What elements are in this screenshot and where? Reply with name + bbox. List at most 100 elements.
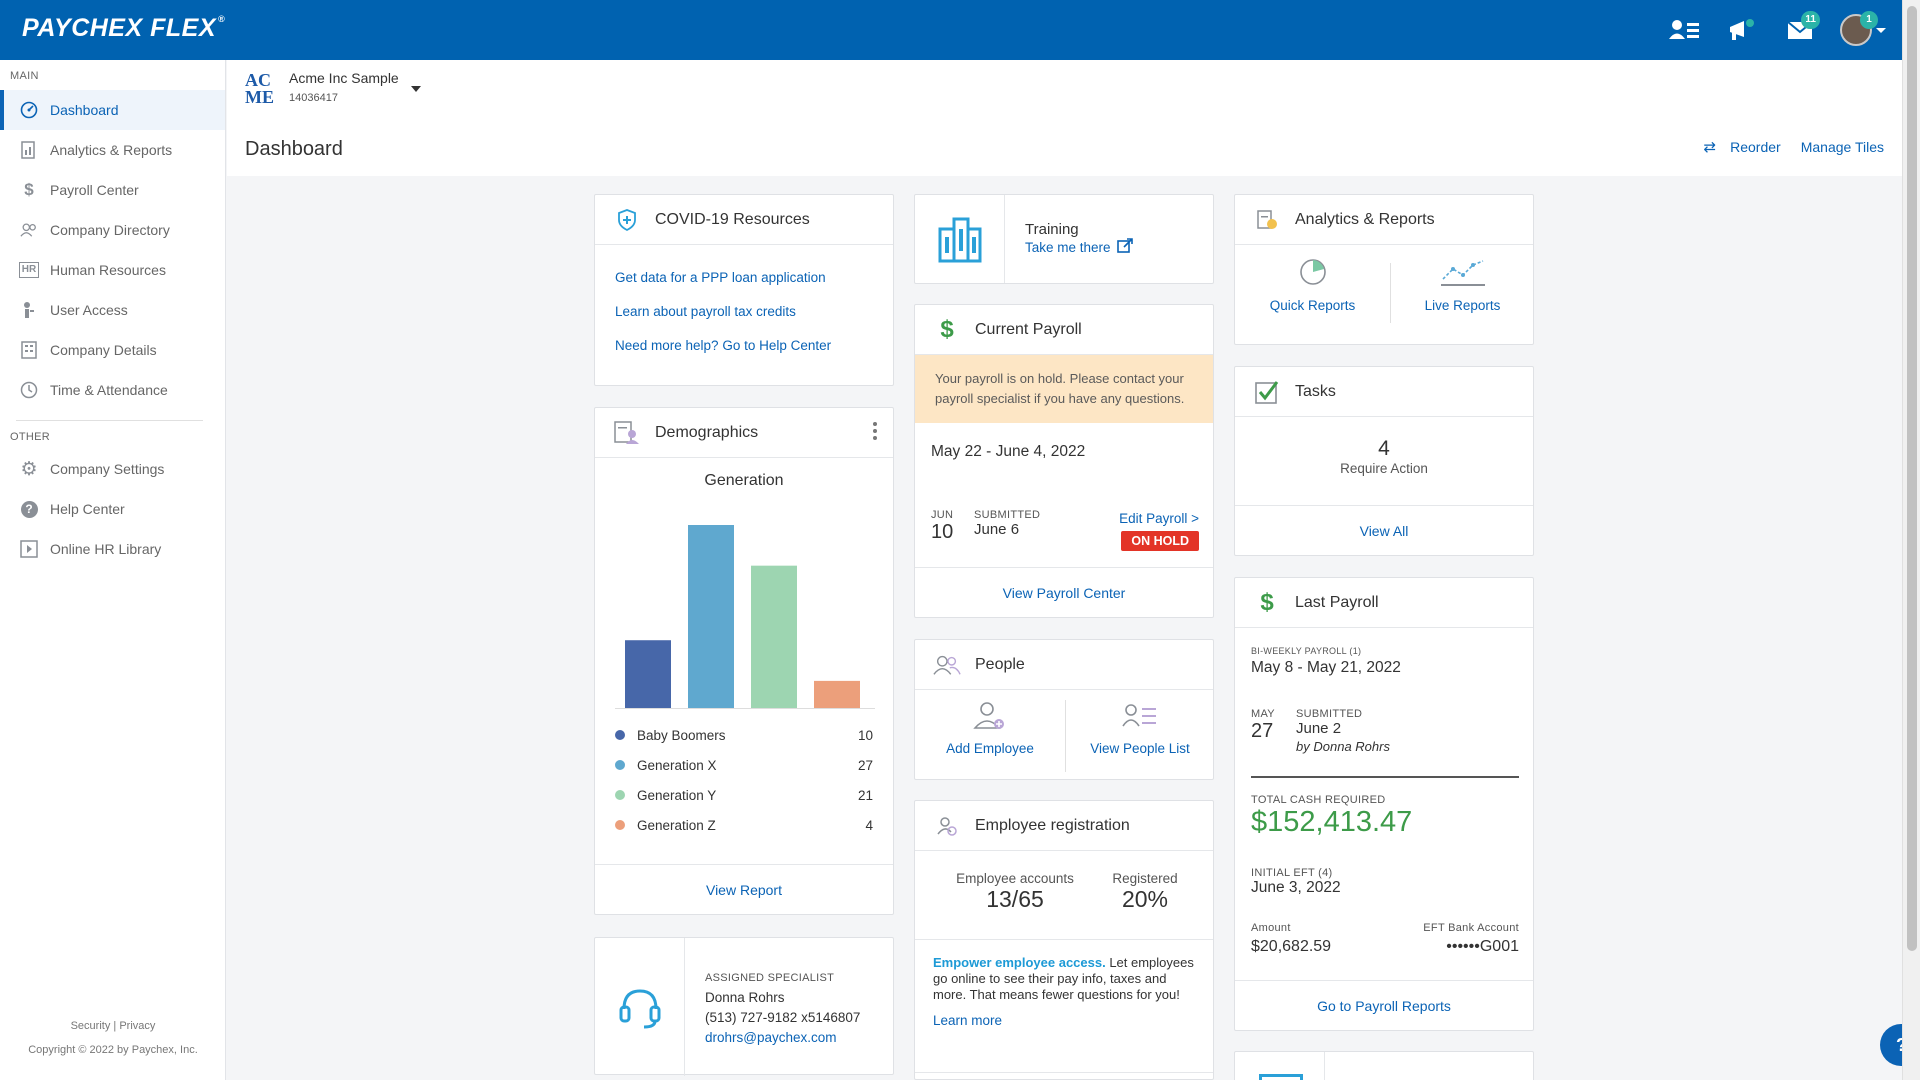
- legend-value: 27: [857, 757, 873, 773]
- view-payroll-center-link[interactable]: View Payroll Center: [1002, 585, 1126, 601]
- headset-icon: [595, 938, 685, 1076]
- legend-label: Generation Y: [637, 787, 717, 803]
- copyright-text: Copyright © 2022 by Paychex, Inc.: [28, 1044, 198, 1056]
- sidebar-item-payroll-center[interactable]: $ Payroll Center: [0, 170, 225, 210]
- people-menu-icon[interactable]: [1666, 10, 1702, 50]
- privacy-link[interactable]: Privacy: [119, 1020, 156, 1032]
- partial-card: [1234, 1051, 1534, 1080]
- sidebar-item-online-hr-library[interactable]: Online HR Library: [0, 529, 225, 569]
- pie-chart-icon: [1298, 259, 1328, 291]
- sidebar-item-analytics-reports[interactable]: Analytics & Reports: [0, 130, 225, 170]
- divider: [1390, 263, 1391, 323]
- sidebar-item-time-attendance[interactable]: Time & Attendance: [0, 370, 225, 410]
- kebab-menu-icon[interactable]: [873, 422, 877, 440]
- line-chart-icon: [1440, 260, 1486, 291]
- company-id: 14036417: [289, 92, 338, 104]
- reorder-button[interactable]: ⇄ Reorder: [1704, 138, 1781, 156]
- check-month: MAY: [1251, 708, 1275, 720]
- quick-reports-button[interactable]: Quick Reports: [1235, 257, 1390, 337]
- sidebar-item-label: Payroll Center: [50, 182, 139, 198]
- security-link[interactable]: Security: [70, 1020, 111, 1032]
- edit-payroll-link[interactable]: Edit Payroll >: [1119, 511, 1199, 526]
- people-icon: [20, 221, 38, 239]
- learn-more-link[interactable]: Learn more: [933, 1013, 1003, 1028]
- quick-reports-label: Quick Reports: [1269, 298, 1356, 313]
- bar-baby-boomers[interactable]: [625, 640, 671, 708]
- view-report-link[interactable]: View Report: [705, 882, 782, 898]
- sidebar-item-user-access[interactable]: User Access: [0, 290, 225, 330]
- sidebar-item-label: Dashboard: [50, 102, 119, 118]
- payroll-tax-credits-link[interactable]: Learn about payroll tax credits: [615, 304, 796, 319]
- sidebar-item-label: Company Directory: [50, 222, 170, 238]
- announcements-icon[interactable]: [1724, 10, 1760, 50]
- bar-generation-y[interactable]: [751, 565, 797, 708]
- card-title: COVID-19 Resources: [655, 210, 810, 228]
- card-title: Current Payroll: [975, 320, 1082, 338]
- submitted-label: SUBMITTED: [1296, 708, 1363, 720]
- legend-dot: [615, 730, 625, 740]
- amount-label: Amount: [1251, 922, 1291, 934]
- demographics-card: Demographics Generation Baby Boomers 10 Ge…: [594, 407, 894, 915]
- manage-tiles-button[interactable]: Manage Tiles: [1800, 139, 1884, 155]
- legend-value: 10: [857, 727, 873, 743]
- take-me-there-link[interactable]: Take me there: [1025, 238, 1133, 257]
- reports-icon: [20, 141, 38, 159]
- card-title: People: [975, 655, 1025, 673]
- view-people-list-button[interactable]: View People List: [1065, 700, 1215, 772]
- bar-generation-z[interactable]: [814, 680, 860, 708]
- generation-bar-chart: [615, 525, 875, 709]
- dollar-icon: $: [1260, 588, 1274, 616]
- sidebar-item-human-resources[interactable]: HR Human Resources: [0, 250, 225, 290]
- go-to-payroll-reports-link[interactable]: Go to Payroll Reports: [1317, 998, 1451, 1014]
- paychex-logo[interactable]: PAYCHEX FLEX ®: [22, 14, 225, 43]
- sidebar-item-label: Online HR Library: [50, 541, 162, 557]
- nav-section-main: MAIN: [10, 70, 39, 82]
- training-title: Training: [1025, 221, 1079, 238]
- divider: [1251, 776, 1519, 778]
- checkbox-icon: [1253, 378, 1281, 406]
- sidebar-item-dashboard[interactable]: Dashboard: [0, 90, 225, 130]
- company-name[interactable]: Acme Inc Sample: [289, 70, 399, 86]
- messages-icon[interactable]: 11: [1782, 10, 1820, 50]
- dashboard-icon: [20, 101, 38, 119]
- sidebar: MAIN Dashboard Analytics & Reports $ Pay…: [0, 60, 226, 1080]
- card-title: Last Payroll: [1295, 593, 1379, 611]
- covid-resources-card: COVID-19 Resources Get data for a PPP lo…: [594, 194, 894, 386]
- ppp-loan-link[interactable]: Get data for a PPP loan application: [615, 270, 826, 285]
- scrollbar-thumb[interactable]: [1907, 6, 1917, 951]
- check-day: 10: [931, 521, 954, 543]
- sidebar-item-company-details[interactable]: Company Details: [0, 330, 225, 370]
- total-cash-label: TOTAL CASH REQUIRED: [1251, 794, 1386, 806]
- help-center-link[interactable]: Need more help? Go to Help Center: [615, 338, 832, 353]
- page-scrollbar[interactable]: [1902, 0, 1920, 1080]
- people-icon: [933, 651, 961, 679]
- payroll-period: May 8 - May 21, 2022: [1251, 659, 1401, 676]
- user-menu[interactable]: 1: [1840, 10, 1886, 50]
- sidebar-item-company-directory[interactable]: Company Directory: [0, 210, 225, 250]
- employee-registration-card: Employee registration Employee accounts …: [914, 800, 1214, 1080]
- add-employee-label: Add Employee: [946, 741, 1034, 756]
- submitted-date: June 2: [1296, 720, 1342, 737]
- specialist-email-link[interactable]: drohrs@paychex.com: [705, 1030, 837, 1045]
- add-employee-button[interactable]: Add Employee: [915, 700, 1065, 772]
- reorder-icon: ⇄: [1703, 139, 1717, 156]
- company-switcher-chevron-down-icon[interactable]: [411, 86, 421, 92]
- gear-icon: ⚙: [20, 458, 38, 480]
- legend-dot: [615, 760, 625, 770]
- submitted-date: June 6: [974, 521, 1020, 538]
- sidebar-item-label: Help Center: [50, 501, 125, 517]
- sidebar-item-help-center[interactable]: ? Help Center: [0, 489, 225, 529]
- bar-generation-x[interactable]: [688, 525, 734, 708]
- training-card[interactable]: Training Take me there: [914, 194, 1214, 284]
- eft-bank-label: EFT Bank Account: [1423, 922, 1519, 934]
- view-all-tasks-link[interactable]: View All: [1359, 523, 1409, 539]
- specialist-name: Donna Rohrs: [705, 990, 785, 1005]
- top-bar: PAYCHEX FLEX ® 11 1: [0, 0, 1920, 60]
- card-title: Demographics: [655, 423, 759, 441]
- sidebar-item-company-settings[interactable]: ⚙ Company Settings: [0, 449, 225, 489]
- live-reports-button[interactable]: Live Reports: [1390, 257, 1535, 337]
- add-user-icon: [972, 702, 1008, 736]
- sidebar-item-label: User Access: [50, 302, 128, 318]
- page-header: AC ME Acme Inc Sample 14036417 Dashboard…: [227, 60, 1902, 176]
- sidebar-item-label: Company Settings: [50, 461, 165, 477]
